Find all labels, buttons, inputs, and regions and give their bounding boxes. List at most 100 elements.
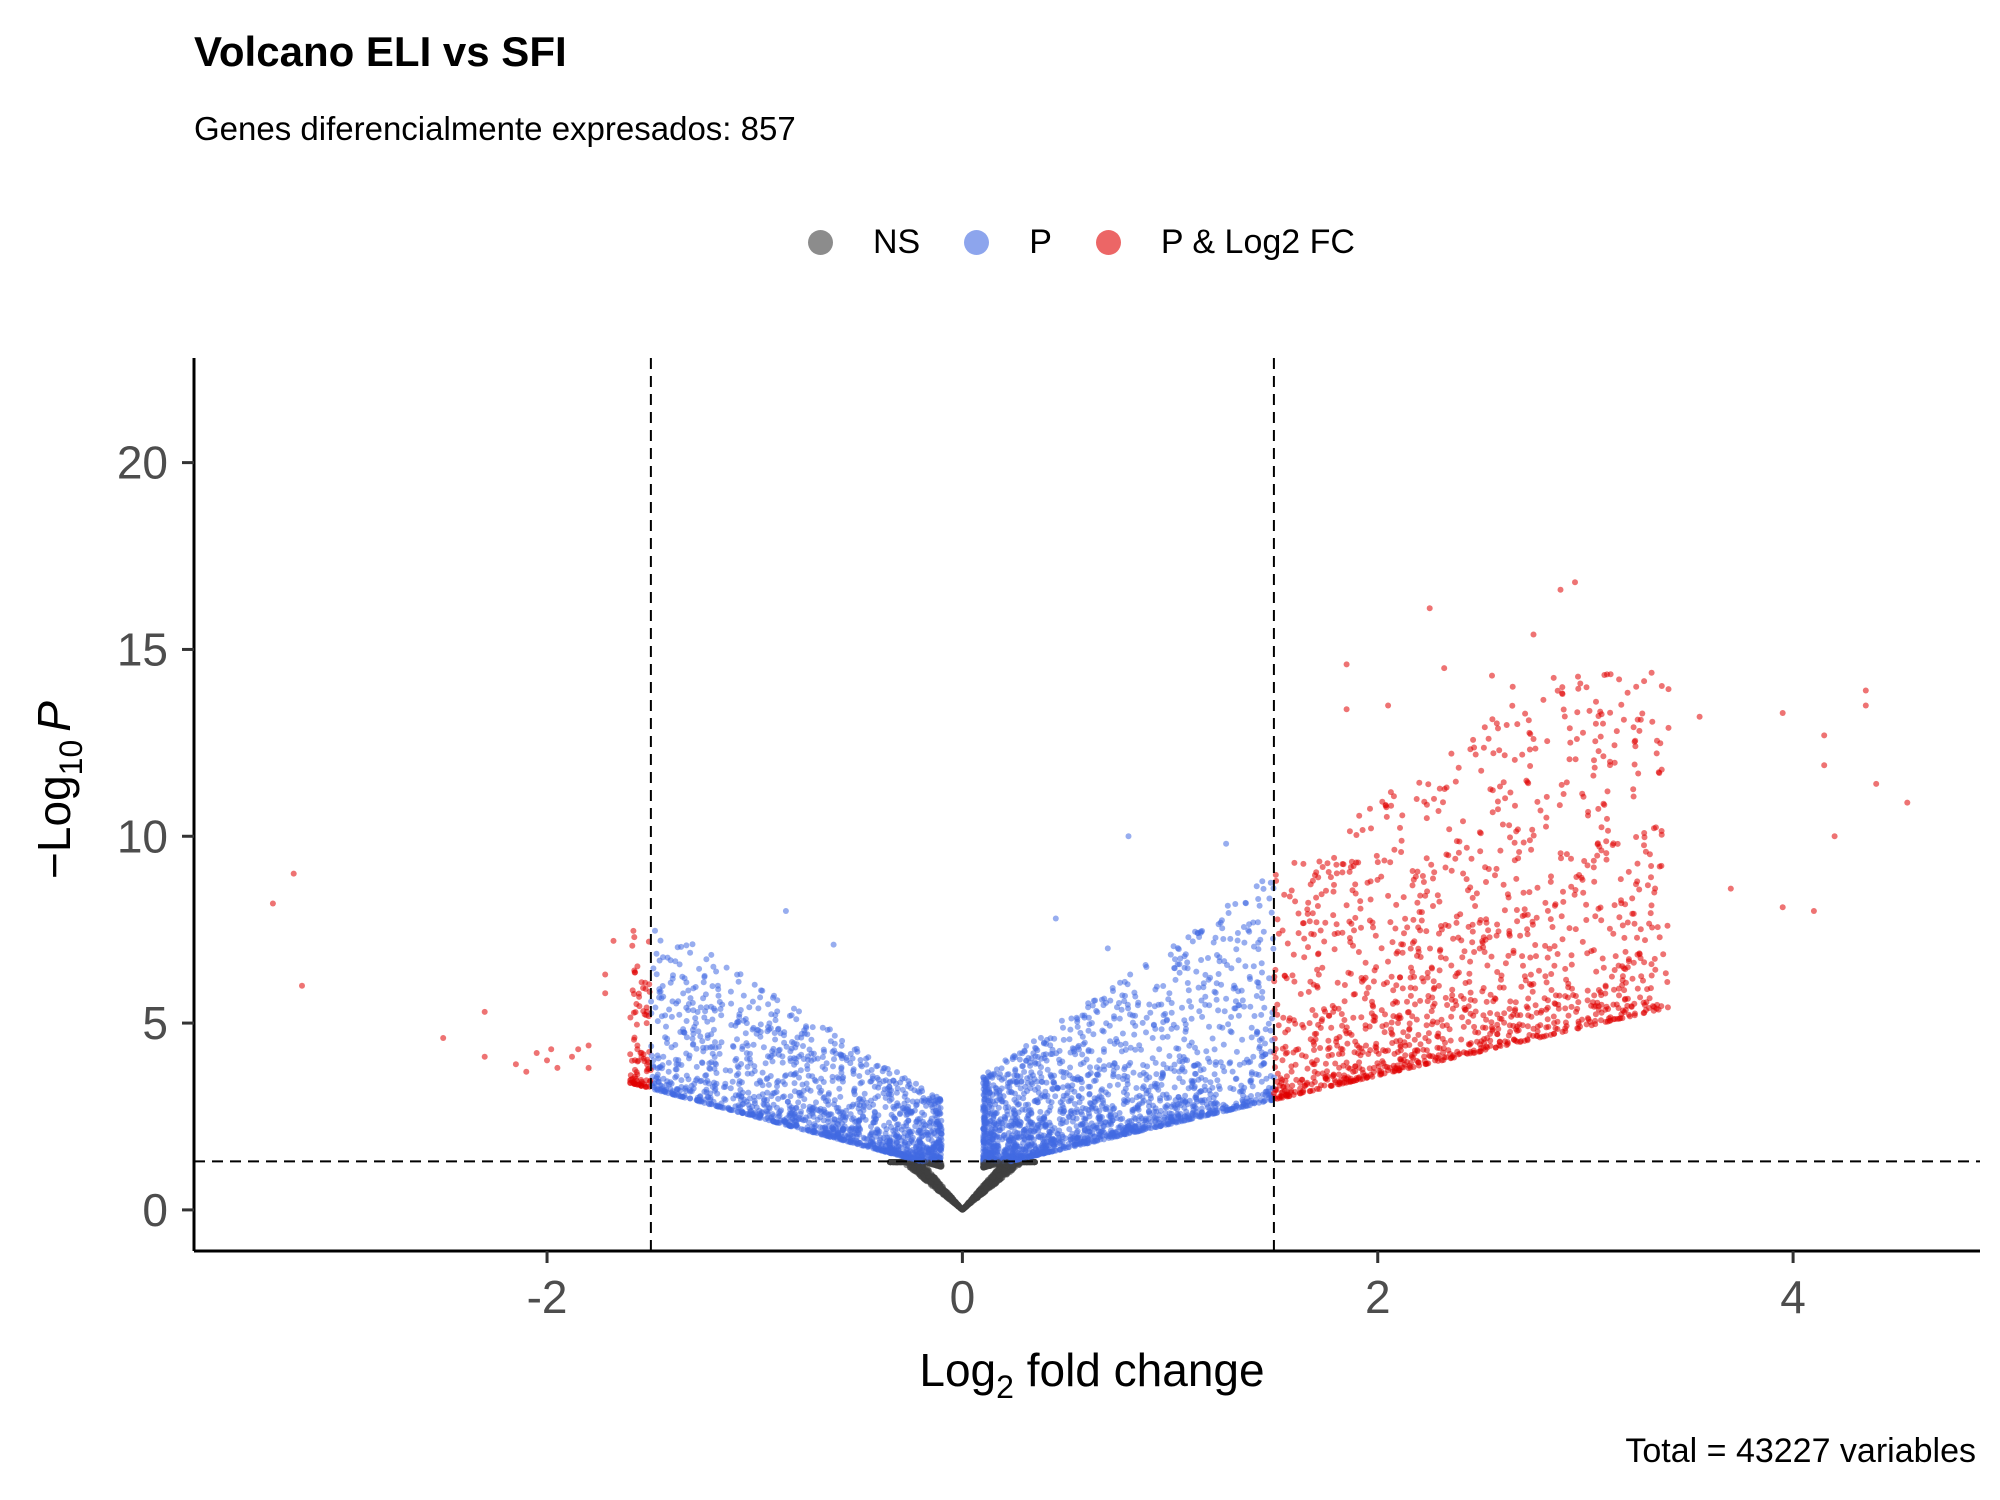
data-point (1450, 935, 1457, 942)
data-point (1431, 984, 1438, 991)
data-point (1595, 987, 1602, 993)
data-point (1575, 685, 1582, 692)
data-point (1259, 969, 1265, 976)
data-point (1216, 958, 1223, 965)
data-point (1469, 921, 1476, 928)
data-point (1352, 1038, 1359, 1045)
data-point (1058, 1017, 1065, 1024)
data-point (989, 1173, 996, 1180)
data-point (1157, 1097, 1164, 1104)
data-point (1005, 1071, 1012, 1078)
data-point (1524, 1023, 1531, 1030)
data-point (1334, 930, 1341, 937)
data-point (1004, 1083, 1011, 1090)
data-point (1067, 1064, 1074, 1071)
data-point (1136, 1101, 1143, 1108)
data-point (1031, 1098, 1038, 1105)
data-point (1480, 985, 1487, 991)
data-point (1021, 1068, 1028, 1075)
data-point (1543, 979, 1550, 986)
data-point (1037, 1123, 1044, 1130)
data-point (1368, 825, 1374, 832)
data-point (1620, 1007, 1626, 1014)
data-point (1153, 1071, 1160, 1078)
data-point (1122, 1046, 1129, 1053)
data-point (1035, 1133, 1042, 1140)
data-point (1633, 683, 1640, 690)
data-point (1565, 1012, 1572, 1019)
data-point (1091, 1138, 1098, 1145)
data-point (1630, 793, 1637, 800)
data-point (1648, 961, 1655, 968)
data-point (1492, 872, 1498, 879)
data-point (1176, 1068, 1183, 1075)
data-point (1489, 809, 1496, 816)
data-point (1170, 1021, 1177, 1028)
data-point (1408, 1059, 1414, 1066)
data-point (1584, 862, 1591, 869)
data-point (1181, 964, 1188, 971)
data-point (1570, 992, 1577, 998)
data-point (1560, 898, 1567, 905)
data-point (1430, 1003, 1437, 1010)
data-point (1353, 1077, 1360, 1083)
data-point (1604, 671, 1610, 678)
data-point (1086, 1021, 1093, 1028)
data-point (1530, 981, 1537, 987)
data-point (1448, 867, 1455, 874)
data-point (1282, 1050, 1289, 1057)
data-point (1265, 1020, 1272, 1027)
data-point (1326, 1044, 1333, 1051)
data-point (1459, 1014, 1465, 1021)
data-point (1647, 910, 1654, 917)
data-point (1013, 1072, 1020, 1079)
data-point (1067, 1026, 1074, 1033)
data-point (1211, 1071, 1218, 1078)
data-point (1483, 1016, 1490, 1023)
data-point (1213, 980, 1220, 987)
data-point (1575, 999, 1582, 1006)
data-point (1625, 1011, 1632, 1018)
data-point (1560, 888, 1566, 895)
data-point (1423, 855, 1430, 862)
data-point (1511, 756, 1518, 763)
data-point (1168, 1103, 1175, 1110)
data-point (1407, 984, 1414, 991)
data-point (910, 1165, 917, 1172)
data-point (1529, 921, 1536, 928)
data-point (1544, 1016, 1551, 1023)
data-point (1146, 1001, 1153, 1008)
data-point (1298, 1076, 1305, 1083)
data-point (1226, 1060, 1233, 1067)
data-point (1291, 978, 1298, 985)
data-point (1277, 1075, 1284, 1082)
data-point (1568, 855, 1574, 862)
data-point (924, 1169, 930, 1176)
data-point (1102, 1089, 1109, 1096)
data-point (1397, 1015, 1404, 1021)
data-point (1311, 1079, 1318, 1085)
data-point (1439, 1022, 1446, 1029)
data-point (1039, 1148, 1046, 1155)
data-point (1310, 981, 1317, 988)
data-point (1594, 999, 1601, 1006)
data-point (1322, 1060, 1329, 1067)
data-point (1338, 1076, 1344, 1083)
data-point (1202, 993, 1209, 1000)
data-point (1363, 990, 1370, 997)
data-point (1616, 992, 1622, 999)
data-point (994, 1133, 1001, 1140)
data-point (1295, 910, 1302, 917)
data-point (1107, 1038, 1114, 1045)
data-point (1514, 721, 1521, 728)
data-point (1442, 864, 1449, 871)
data-point (981, 1096, 988, 1102)
data-point (1592, 1021, 1599, 1028)
data-point (1188, 1003, 1195, 1010)
data-point (1437, 954, 1444, 961)
data-point (1588, 1002, 1595, 1009)
data-point (1416, 909, 1423, 915)
data-point (1646, 1005, 1653, 1011)
data-point (915, 1165, 922, 1172)
data-point (665, 1068, 672, 1075)
